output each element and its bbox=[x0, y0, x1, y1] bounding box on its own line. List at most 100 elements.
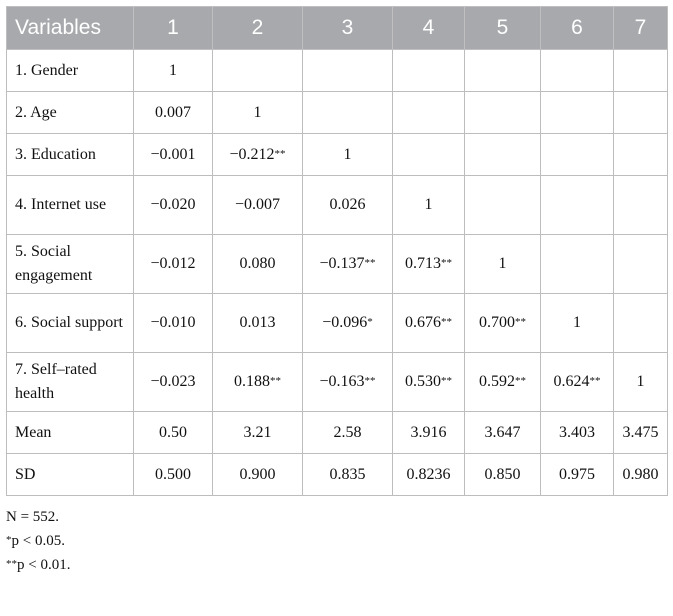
table-cell: 0.50 bbox=[133, 411, 213, 454]
table-cell: −0.007 bbox=[212, 175, 303, 235]
table-cell: −0.023 bbox=[133, 352, 213, 412]
table-header-row: Variables 1 2 3 4 5 6 7 bbox=[6, 6, 668, 50]
significance-marker: ** bbox=[589, 375, 601, 387]
table-cell: 0.676** bbox=[392, 293, 465, 353]
row-label: Mean bbox=[6, 411, 134, 454]
table-cell bbox=[613, 133, 668, 176]
table-cell: 1 bbox=[133, 49, 213, 92]
table-cell: 0.835 bbox=[302, 453, 393, 496]
table-cell: 3.916 bbox=[392, 411, 465, 454]
table-cell: 0.013 bbox=[212, 293, 303, 353]
table-body: 1. Gender 1 2. Age 0.007 1 3. Education −0.001… bbox=[6, 49, 668, 496]
table-cell bbox=[613, 234, 668, 294]
row-label: 7. Self–rated health bbox=[6, 352, 134, 412]
table-cell: 0.980 bbox=[613, 453, 668, 496]
table-cell: 0.700** bbox=[464, 293, 541, 353]
table-cell: 3.21 bbox=[212, 411, 303, 454]
table-row: 6. Social support −0.010 0.013 −0.096* 0.676… bbox=[6, 293, 668, 353]
table-row: 2. Age 0.007 1 bbox=[6, 91, 668, 134]
significance-marker: ** bbox=[364, 257, 376, 269]
table-cell: 0.8236 bbox=[392, 453, 465, 496]
table-cell bbox=[464, 175, 541, 235]
header-cell-4: 4 bbox=[392, 6, 465, 50]
table-cell: 0.188** bbox=[212, 352, 303, 412]
table-cell: −0.001 bbox=[133, 133, 213, 176]
table-cell bbox=[540, 91, 614, 134]
significance-marker: ** bbox=[441, 257, 452, 269]
table-cell: 0.592** bbox=[464, 352, 541, 412]
table-cell: −0.212** bbox=[212, 133, 303, 176]
table-cell: −0.012 bbox=[133, 234, 213, 294]
table-cell bbox=[302, 49, 393, 92]
table-cell: 1 bbox=[212, 91, 303, 134]
table-row: Mean 0.50 3.21 2.58 3.916 3.647 3.403 3.475 bbox=[6, 411, 668, 454]
table-cell: 0.624** bbox=[540, 352, 614, 412]
significance-marker: ** bbox=[274, 147, 286, 160]
table-cell bbox=[613, 49, 668, 92]
table-cell bbox=[392, 49, 465, 92]
table-row: 4. Internet use −0.020 −0.007 0.026 1 bbox=[6, 175, 668, 235]
row-label: 6. Social support bbox=[6, 293, 134, 353]
table-cell: 0.007 bbox=[133, 91, 213, 134]
table-notes: N = 552. *p < 0.05. **p < 0.01. bbox=[6, 505, 667, 577]
table-cell bbox=[464, 49, 541, 92]
significance-marker: ** bbox=[364, 375, 376, 387]
table-cell: 1 bbox=[302, 133, 393, 176]
table-row: 3. Education −0.001 −0.212** 1 bbox=[6, 133, 668, 176]
header-cell-variables: Variables bbox=[6, 6, 134, 50]
note-significance-01: **p < 0.01. bbox=[6, 557, 71, 573]
row-label: 4. Internet use bbox=[6, 175, 134, 235]
table-cell: 1 bbox=[392, 175, 465, 235]
table-cell: −0.096* bbox=[302, 293, 393, 353]
row-label: 3. Education bbox=[6, 133, 134, 176]
table-cell: 0.975 bbox=[540, 453, 614, 496]
table-cell: 3.647 bbox=[464, 411, 541, 454]
table-cell: −0.020 bbox=[133, 175, 213, 235]
correlation-table: Variables 1 2 3 4 5 6 7 1. Gender 1 2. Age… bbox=[6, 6, 668, 496]
significance-marker: ** bbox=[441, 316, 452, 328]
header-cell-2: 2 bbox=[212, 6, 303, 50]
table-cell bbox=[212, 49, 303, 92]
table-cell bbox=[392, 91, 465, 134]
header-cell-3: 3 bbox=[302, 6, 393, 50]
note-01-text: p < 0.01. bbox=[17, 557, 71, 573]
correlation-table-container: Variables 1 2 3 4 5 6 7 1. Gender 1 2. Age… bbox=[6, 6, 668, 577]
note-sample-size: N = 552. bbox=[6, 509, 60, 525]
significance-marker: ** bbox=[515, 316, 526, 328]
table-cell: 0.080 bbox=[212, 234, 303, 294]
header-cell-5: 5 bbox=[464, 6, 541, 50]
table-cell: 0.530** bbox=[392, 352, 465, 412]
table-cell: 2.58 bbox=[302, 411, 393, 454]
table-row: 1. Gender 1 bbox=[6, 49, 668, 92]
table-cell: 0.026 bbox=[302, 175, 393, 235]
table-cell bbox=[540, 175, 614, 235]
header-cell-6: 6 bbox=[540, 6, 614, 50]
table-cell: 3.475 bbox=[613, 411, 668, 454]
table-cell bbox=[302, 91, 393, 134]
table-row: 5. Social engagement −0.012 0.080 −0.137** 0… bbox=[6, 234, 668, 294]
table-cell: 0.850 bbox=[464, 453, 541, 496]
table-cell: 0.713** bbox=[392, 234, 465, 294]
table-cell bbox=[540, 133, 614, 176]
header-cell-7: 7 bbox=[613, 6, 668, 50]
header-cell-1: 1 bbox=[133, 6, 213, 50]
row-label: 1. Gender bbox=[6, 49, 134, 92]
note-significance-05: *p < 0.05. bbox=[6, 533, 65, 549]
table-cell: 1 bbox=[613, 352, 668, 412]
row-label: 5. Social engagement bbox=[6, 234, 134, 294]
table-cell bbox=[464, 91, 541, 134]
table-cell: −0.010 bbox=[133, 293, 213, 353]
note-05-text: p < 0.05. bbox=[11, 533, 65, 549]
table-cell: 0.500 bbox=[133, 453, 213, 496]
table-cell: 0.900 bbox=[212, 453, 303, 496]
table-cell bbox=[613, 91, 668, 134]
table-row: 7. Self–rated health −0.023 0.188** −0.163*… bbox=[6, 352, 668, 412]
table-cell: 1 bbox=[464, 234, 541, 294]
row-label: SD bbox=[6, 453, 134, 496]
significance-marker: ** bbox=[515, 375, 526, 387]
table-cell bbox=[392, 133, 465, 176]
significance-marker: ** bbox=[441, 375, 452, 387]
significance-marker: * bbox=[367, 316, 373, 328]
significance-marker: ** bbox=[270, 375, 281, 387]
table-cell bbox=[613, 293, 668, 353]
